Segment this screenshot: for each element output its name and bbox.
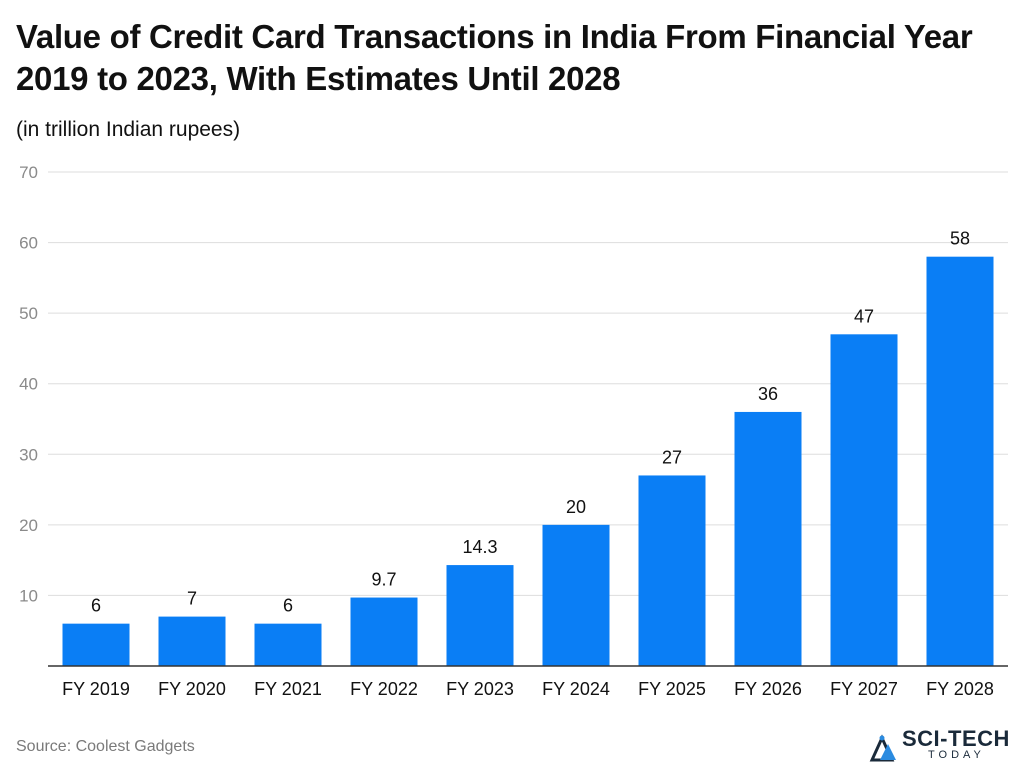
y-tick-label: 30 xyxy=(19,445,38,464)
sci-tech-today-logo: SCI-TECH TODAY xyxy=(868,726,1018,766)
data-label: 27 xyxy=(662,447,682,467)
bar xyxy=(926,256,994,666)
logo-mark-icon xyxy=(869,734,896,762)
x-tick-label: FY 2025 xyxy=(638,679,706,699)
y-tick-label: 10 xyxy=(19,586,38,605)
y-tick-label: 60 xyxy=(19,234,38,253)
data-label: 6 xyxy=(91,596,101,616)
x-tick-label: FY 2028 xyxy=(926,679,994,699)
bar xyxy=(638,475,706,666)
x-tick-label: FY 2021 xyxy=(254,679,322,699)
logo-text: SCI-TECH xyxy=(902,726,1010,751)
y-tick-label: 20 xyxy=(19,516,38,535)
bar xyxy=(254,623,322,666)
x-tick-label: FY 2026 xyxy=(734,679,802,699)
bar xyxy=(446,565,514,666)
data-label: 7 xyxy=(187,589,197,609)
bar xyxy=(542,524,610,666)
y-tick-label: 70 xyxy=(19,163,38,182)
chart-title: Value of Credit Card Transactions in Ind… xyxy=(16,18,973,97)
x-tick-label: FY 2019 xyxy=(62,679,130,699)
logo-subtext: TODAY xyxy=(928,749,985,761)
bar xyxy=(350,597,418,666)
bar xyxy=(830,334,898,666)
data-label: 6 xyxy=(283,596,293,616)
bar xyxy=(734,411,802,666)
y-tick-label: 40 xyxy=(19,375,38,394)
chart-subtitle: (in trillion Indian rupees) xyxy=(16,118,241,141)
source-note: Source: Coolest Gadgets xyxy=(16,738,195,755)
data-label: 58 xyxy=(950,229,970,249)
x-tick-label: FY 2024 xyxy=(542,679,610,699)
data-label: 9.7 xyxy=(371,570,396,590)
bar xyxy=(62,623,130,666)
y-tick-label: 50 xyxy=(19,304,38,323)
x-tick-label: FY 2027 xyxy=(830,679,898,699)
bar-chart: 10 20 30 40 50 60 70 6 FY 2019 7 FY 2020 6 FY 2021 9.… xyxy=(19,163,1008,699)
bar xyxy=(158,616,226,666)
data-label: 36 xyxy=(758,384,778,404)
x-tick-label: FY 2023 xyxy=(446,679,514,699)
data-label: 20 xyxy=(566,497,586,517)
x-tick-label: FY 2020 xyxy=(158,679,226,699)
x-tick-label: FY 2022 xyxy=(350,679,418,699)
data-label: 47 xyxy=(854,306,874,326)
data-label: 14.3 xyxy=(462,537,497,557)
